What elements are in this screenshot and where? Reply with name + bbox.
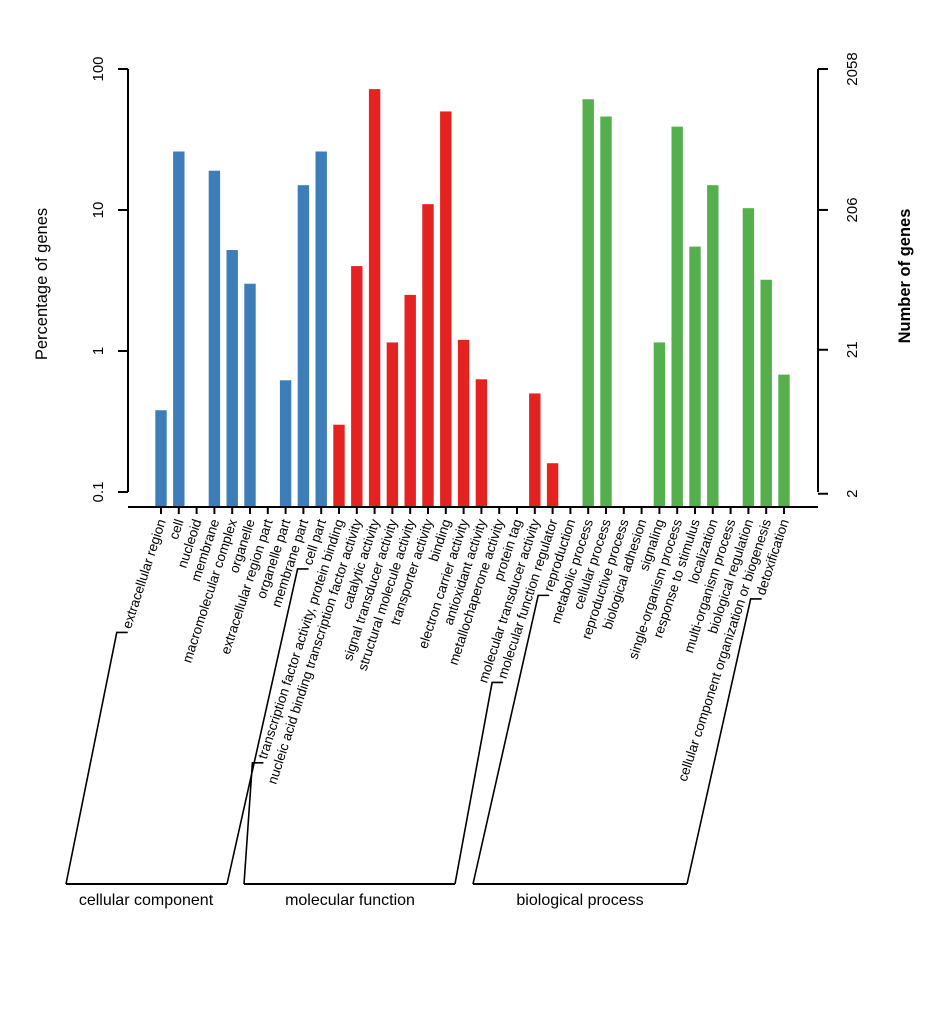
- bar-structural-molecule-activity: [404, 294, 416, 507]
- right-axis-title: Number of genes: [896, 209, 914, 344]
- bar-single-organism-process: [671, 126, 683, 508]
- group-leader-left-cellular-component: [65, 631, 128, 885]
- bar-localization: [707, 185, 719, 507]
- bar-signaling: [653, 342, 666, 507]
- left-tick-label-0.1: 0.1: [90, 482, 107, 503]
- bar-membrane-part: [297, 185, 310, 507]
- bar-transporter-activity: [422, 204, 434, 507]
- group-leader-left-molecular-function: [243, 762, 264, 885]
- category-label-cell: cell: [166, 517, 187, 541]
- bar-cellular-component-organization-or-biogenesis: [760, 279, 772, 507]
- bar-transcription-factor-activity-protein-binding: [333, 424, 345, 507]
- group-label-biological-process: biological process: [516, 892, 643, 909]
- left-tick-label-100: 100: [90, 56, 107, 81]
- bar-detoxification: [778, 374, 790, 507]
- bar-signal-transducer-activity: [386, 342, 399, 507]
- bar-binding: [440, 111, 452, 508]
- bar-metabolic-process: [582, 99, 594, 507]
- generated-chart-elements: extracellular regioncellnucleoidmembrane…: [65, 52, 861, 885]
- right-tick-label-21: 21: [844, 341, 861, 358]
- group-leader-left-biological-process: [472, 594, 550, 885]
- bar-molecular-function-regulator: [546, 463, 559, 507]
- bar-catalytic-activity: [368, 89, 381, 507]
- bar-membrane: [208, 170, 221, 507]
- bar-organelle-part: [279, 380, 292, 507]
- bar-antioxidant-activity: [475, 379, 488, 507]
- bar-cellular-process: [600, 116, 612, 507]
- right-tick-label-2058: 2058: [844, 52, 861, 85]
- group-label-cellular-component: cellular component: [79, 892, 214, 909]
- bar-electron-carrier-activity: [457, 339, 470, 507]
- bar-macromolecular-complex: [226, 250, 238, 508]
- bar-molecular-transducer-activity: [529, 393, 541, 507]
- left-axis-title: Percentage of genes: [33, 208, 51, 360]
- bar-biological-regulation: [742, 208, 755, 508]
- bar-cell-part: [315, 151, 327, 507]
- left-tick-label-10: 10: [90, 202, 107, 219]
- group-label-molecular-function: molecular function: [285, 892, 415, 909]
- bar-response-to-stimulus: [689, 246, 701, 507]
- bar-cell: [173, 151, 185, 507]
- category-label-extracellular-region: extracellular region: [119, 517, 169, 630]
- bar-organelle: [244, 283, 256, 507]
- right-tick-label-2: 2: [844, 490, 861, 498]
- right-tick-label-206: 206: [844, 197, 861, 222]
- left-tick-label-1: 1: [90, 347, 107, 355]
- group-leader-right-biological-process: [686, 598, 762, 885]
- group-leader-right-molecular-function: [454, 681, 504, 885]
- bar-extracellular-region: [155, 410, 167, 507]
- bar-nucleic-acid-binding-transcription-factor-activity: [351, 266, 363, 507]
